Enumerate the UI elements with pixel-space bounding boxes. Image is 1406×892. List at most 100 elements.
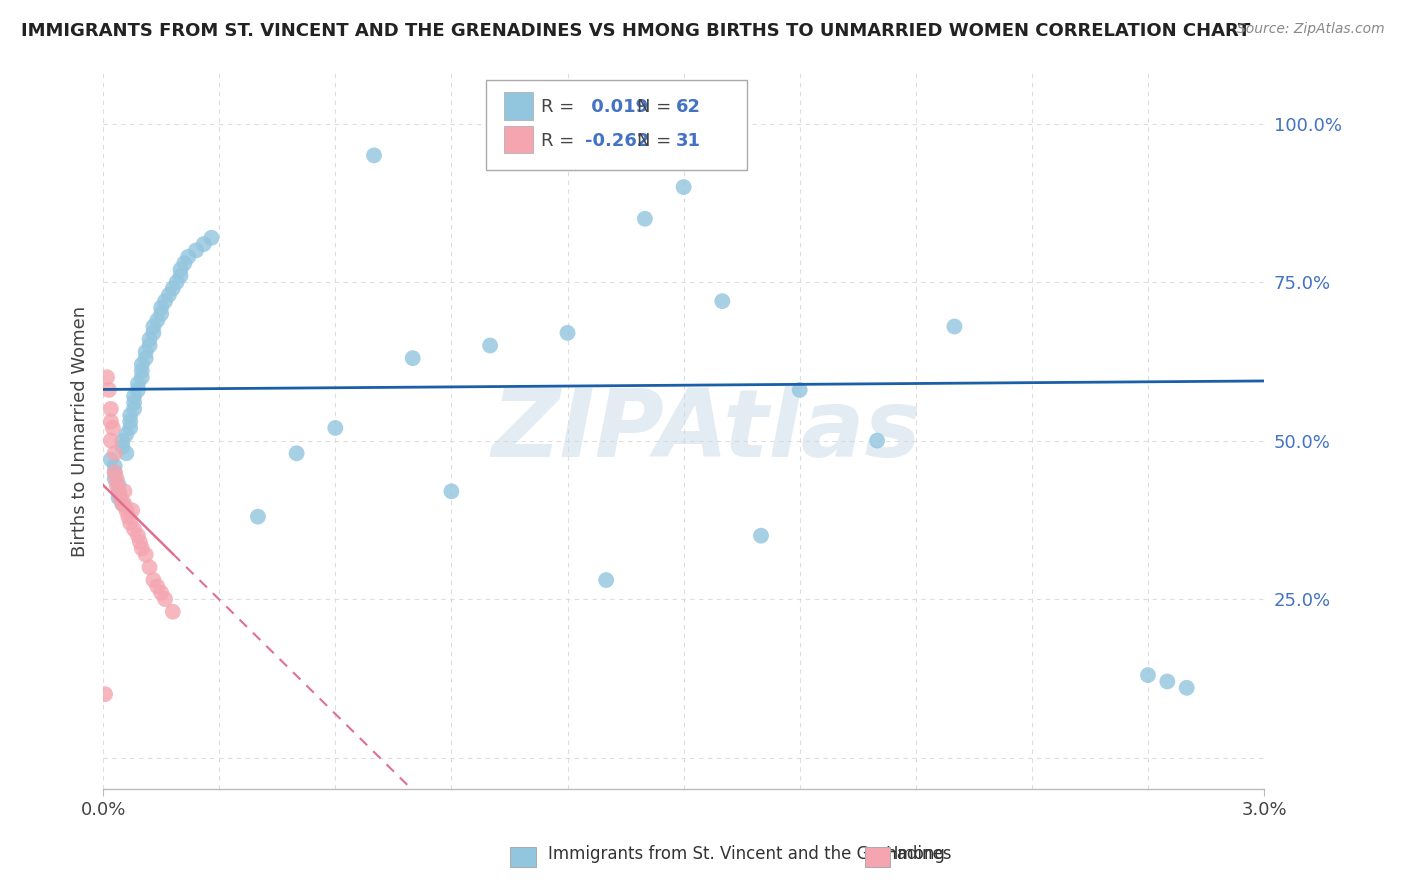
Point — [150, 307, 173, 321]
Point — [100, 452, 122, 467]
Point — [162, 281, 184, 295]
Point — [153, 592, 176, 607]
Point — [146, 313, 169, 327]
Point — [634, 211, 657, 226]
Point — [184, 244, 207, 258]
Point — [120, 516, 142, 530]
Point — [142, 319, 165, 334]
Point — [135, 344, 157, 359]
Text: ZIPAtlas: ZIPAtlas — [492, 385, 922, 477]
Point — [157, 288, 180, 302]
Point — [127, 383, 149, 397]
Point — [111, 497, 134, 511]
Point — [131, 364, 153, 378]
Text: Immigrants from St. Vincent and the Grenadines: Immigrants from St. Vincent and the Gren… — [548, 846, 952, 863]
Point — [711, 294, 734, 309]
Point — [1156, 674, 1178, 689]
Text: 31: 31 — [675, 132, 700, 150]
Point — [789, 383, 811, 397]
Point — [138, 332, 160, 346]
Point — [135, 548, 157, 562]
Point — [173, 256, 195, 270]
Point — [479, 338, 502, 352]
FancyBboxPatch shape — [503, 92, 533, 120]
Point — [111, 497, 134, 511]
Point — [138, 560, 160, 574]
Point — [943, 319, 966, 334]
Point — [122, 395, 145, 409]
Text: IMMIGRANTS FROM ST. VINCENT AND THE GRENADINES VS HMONG BIRTHS TO UNMARRIED WOME: IMMIGRANTS FROM ST. VINCENT AND THE GREN… — [21, 22, 1250, 40]
Text: R =: R = — [541, 132, 574, 150]
Point — [104, 465, 127, 479]
Point — [101, 421, 124, 435]
Text: R =: R = — [541, 98, 574, 116]
Point — [672, 180, 695, 194]
Point — [142, 573, 165, 587]
Point — [100, 401, 122, 416]
Point — [142, 326, 165, 340]
Point — [111, 434, 134, 448]
Point — [138, 338, 160, 352]
Point — [440, 484, 463, 499]
Point — [146, 579, 169, 593]
Point — [115, 446, 138, 460]
Point — [131, 370, 153, 384]
Point — [127, 376, 149, 391]
Point — [162, 605, 184, 619]
Point — [112, 497, 135, 511]
Point — [128, 535, 150, 549]
Point — [94, 687, 117, 701]
Point — [97, 383, 120, 397]
Point — [121, 503, 143, 517]
Point — [246, 509, 269, 524]
Point — [557, 326, 579, 340]
Point — [193, 237, 215, 252]
Point — [100, 415, 122, 429]
Point — [104, 465, 127, 479]
Point — [131, 541, 153, 556]
Point — [402, 351, 425, 366]
Y-axis label: Births to Unmarried Women: Births to Unmarried Women — [72, 306, 89, 557]
Point — [107, 484, 129, 499]
Point — [135, 351, 157, 366]
Point — [866, 434, 889, 448]
Point — [115, 503, 138, 517]
Text: 0.019: 0.019 — [585, 98, 648, 116]
Point — [1175, 681, 1198, 695]
Point — [112, 484, 135, 499]
Point — [1136, 668, 1159, 682]
Text: N =: N = — [637, 132, 672, 150]
Point — [104, 458, 127, 473]
Point — [110, 491, 132, 505]
Point — [153, 294, 176, 309]
Point — [120, 415, 142, 429]
Point — [105, 478, 128, 492]
Text: Source: ZipAtlas.com: Source: ZipAtlas.com — [1237, 22, 1385, 37]
Point — [104, 446, 127, 460]
Point — [120, 421, 142, 435]
Point — [120, 409, 142, 423]
FancyBboxPatch shape — [503, 126, 533, 153]
Point — [111, 440, 134, 454]
Point — [166, 275, 188, 289]
Point — [107, 478, 129, 492]
Point — [150, 585, 173, 599]
Text: Hmong: Hmong — [886, 846, 946, 863]
Point — [150, 301, 173, 315]
Point — [105, 472, 128, 486]
FancyBboxPatch shape — [486, 80, 748, 169]
Point — [323, 421, 346, 435]
Point — [749, 529, 772, 543]
Point — [131, 358, 153, 372]
Point — [200, 231, 222, 245]
Text: -0.262: -0.262 — [585, 132, 650, 150]
Point — [127, 529, 149, 543]
Text: N =: N = — [637, 98, 672, 116]
Point — [107, 491, 129, 505]
Point — [96, 370, 118, 384]
Point — [117, 509, 139, 524]
Point — [104, 472, 127, 486]
Point — [169, 268, 191, 283]
Point — [169, 262, 191, 277]
Point — [595, 573, 617, 587]
